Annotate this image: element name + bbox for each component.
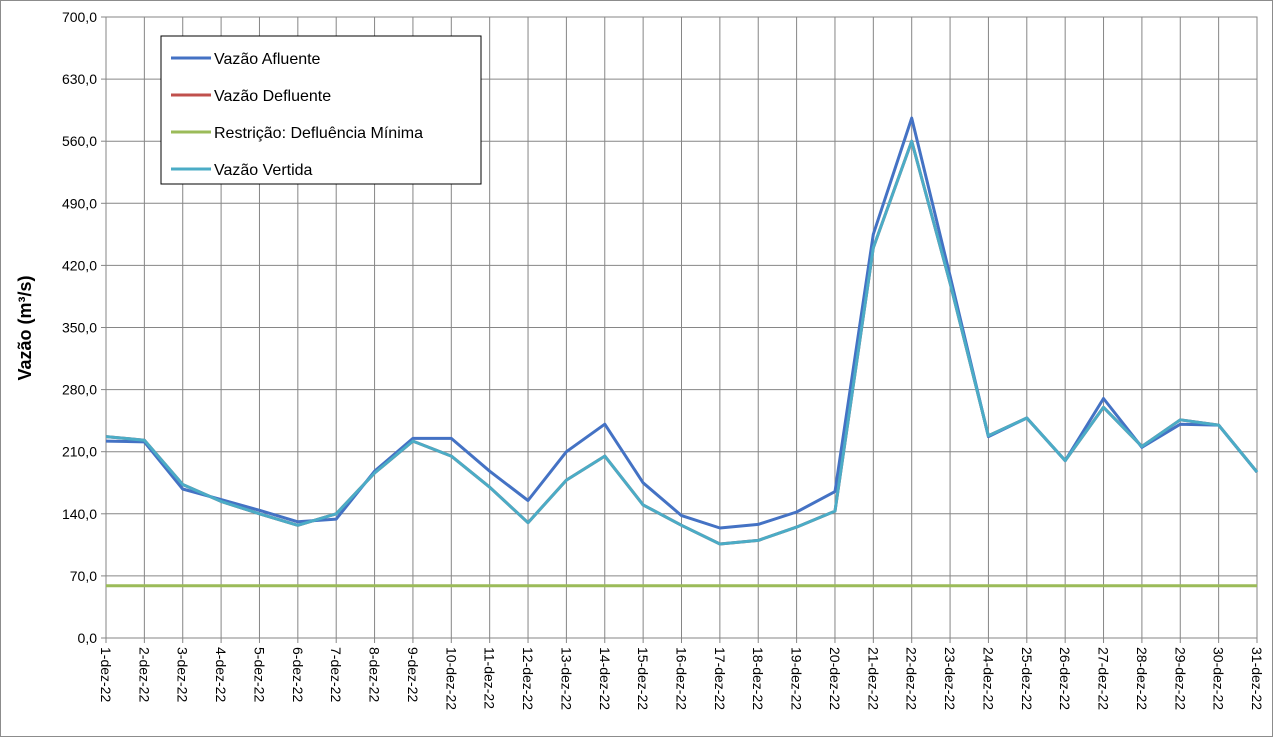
x-tick-label: 25-dez-22 [1019, 647, 1035, 710]
x-tick-label: 30-dez-22 [1211, 647, 1227, 710]
x-tick-label: 20-dez-22 [827, 647, 843, 710]
x-tick-label: 8-dez-22 [367, 647, 383, 702]
y-axis: 0,0 70,0 140,0 210,0 280,0 350,0 420,0 490,0 560… [62, 9, 106, 646]
y-tick-label: 700,0 [62, 9, 97, 25]
y-tick-label: 280,0 [62, 382, 97, 398]
y-tick-label: 70,0 [70, 568, 97, 584]
y-tick-label: 140,0 [62, 506, 97, 522]
series-lines [105, 116, 1259, 588]
x-tick-label: 2-dez-22 [136, 647, 152, 702]
x-tick-label: 6-dez-22 [290, 647, 306, 702]
y-tick-label: 0,0 [78, 630, 98, 646]
y-tick-label: 420,0 [62, 257, 97, 273]
x-tick-label: 14-dez-22 [597, 647, 613, 710]
x-tick-label: 22-dez-22 [904, 647, 920, 710]
y-tick-label: 350,0 [62, 320, 97, 336]
legend-box [160, 35, 482, 185]
x-tick-label: 19-dez-22 [789, 647, 805, 710]
x-tick-label: 13-dez-22 [558, 647, 574, 710]
x-tick-label: 12-dez-22 [520, 647, 536, 710]
legend: Vazão Afluente Vazão Defluente Restrição: … [160, 35, 482, 185]
x-tick-label: 9-dez-22 [405, 647, 421, 702]
x-tick-label: 4-dez-22 [213, 647, 229, 702]
x-tick-label: 29-dez-22 [1172, 647, 1188, 710]
x-tick-label: 26-dez-22 [1057, 647, 1073, 710]
x-tick-label: 31-dez-22 [1249, 647, 1265, 710]
x-tick-label: 10-dez-22 [443, 647, 459, 710]
x-tick-label: 24-dez-22 [980, 647, 996, 710]
x-tick-label: 21-dez-22 [865, 647, 881, 710]
x-tick-label: 17-dez-22 [712, 647, 728, 710]
legend-label: Restrição: Defluência Mínima [214, 125, 423, 142]
y-tick-label: 560,0 [62, 133, 97, 149]
series-line [105, 139, 1259, 546]
x-tick-label: 27-dez-22 [1096, 647, 1112, 710]
y-tick-label: 630,0 [62, 71, 97, 87]
legend-label: Vazão Vertida [214, 162, 313, 179]
x-tick-label: 3-dez-22 [175, 647, 191, 702]
x-tick-label: 5-dez-22 [251, 647, 267, 702]
x-axis: 1-dez-22 2-dez-22 3-dez-22 4-dez-22 5-dez-22… [98, 638, 1265, 710]
x-tick-label: 16-dez-22 [674, 647, 690, 710]
y-tick-label: 490,0 [62, 195, 97, 211]
x-tick-label: 11-dez-22 [482, 647, 498, 709]
x-tick-label: 1-dez-22 [98, 647, 114, 702]
gridlines [105, 16, 1258, 639]
x-tick-label: 18-dez-22 [750, 647, 766, 710]
y-axis-label: Vazão (m³/s) [15, 275, 35, 380]
legend-label: Vazão Afluente [214, 51, 321, 68]
y-tick-label: 210,0 [62, 444, 97, 460]
legend-label: Vazão Defluente [214, 88, 331, 105]
x-tick-label: 28-dez-22 [1134, 647, 1150, 710]
x-tick-label: 7-dez-22 [328, 647, 344, 702]
x-tick-label: 23-dez-22 [942, 647, 958, 710]
x-tick-label: 15-dez-22 [635, 647, 651, 710]
